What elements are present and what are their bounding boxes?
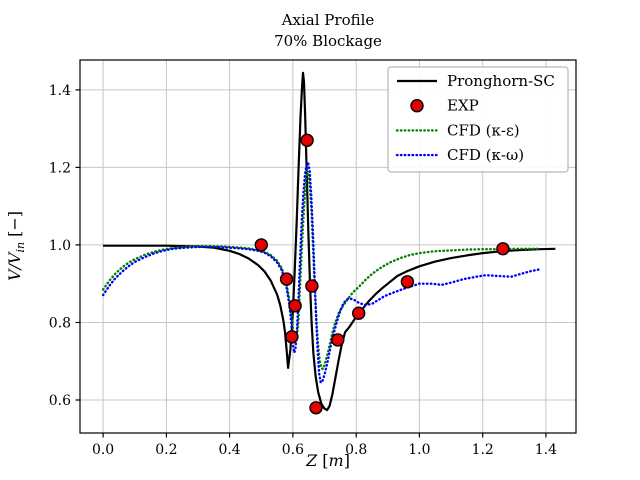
legend-box [387,66,569,173]
y-tick-label: 1.4 [49,83,71,99]
x-tick-label: 0.2 [155,442,177,458]
y-axis-unit: − [4,217,24,231]
x-axis-bracket-open: [ [317,451,329,470]
x-axis-variable: Z [306,451,318,470]
exp-data-point [400,275,415,289]
y-tick-label: 1.2 [49,160,71,176]
legend: Pronghorn-SC EXP CFD (κ-ε) CFD (κ-ω) [387,66,569,173]
exp-data-point [305,279,319,293]
exp-data-point [279,272,294,286]
x-tick-label: 0.8 [345,442,367,458]
y-axis-bracket-open: [ [4,230,24,242]
series-line-cfd- [101,161,541,384]
x-axis-unit: m [328,451,344,470]
x-tick-label: 0.0 [92,442,114,458]
exp-data-point [496,242,510,256]
x-axis-bracket-close: ] [343,451,350,470]
chart-title-line1: Axial Profile [281,11,375,29]
exp-data-point [352,306,366,320]
y-tick-label: 0.6 [49,393,71,409]
y-axis-bracket-close: ] [4,210,24,218]
legend-label: CFD (κ-ε) [447,121,520,139]
legend-label: EXP [447,97,479,115]
exp-data-point [309,401,323,415]
axes-frame [79,59,577,434]
chart-title-line2: 70% Blockage [274,32,382,50]
x-tick-label: 1.4 [535,442,557,458]
exp-data-point [285,330,299,344]
series-line-cfd- [101,170,541,371]
x-tick-label: 0.6 [282,442,304,458]
x-axis-label: Z [m] [306,451,350,470]
series-line-pronghorn-sc [103,71,556,412]
x-tick-label: 0.4 [218,442,240,458]
y-axis-label: V/Vin [−] [5,211,27,281]
legend-label: Pronghorn-SC [447,72,555,90]
x-tick-label: 1.2 [472,442,494,458]
y-axis-variable: V/V [4,252,24,282]
legend-marker-sample [410,98,424,113]
legend-label: CFD (κ-ω) [447,146,524,164]
exp-data-point [300,133,314,148]
y-axis-subscript: in [14,241,28,253]
exp-data-point [331,333,345,347]
x-tick-label: 1.0 [408,442,430,458]
exp-data-point [254,238,268,252]
exp-data-point [288,299,302,313]
y-tick-label: 0.8 [49,316,71,332]
y-tick-label: 1.0 [49,238,71,254]
chart-title: Axial Profile 70% Blockage [274,10,382,52]
